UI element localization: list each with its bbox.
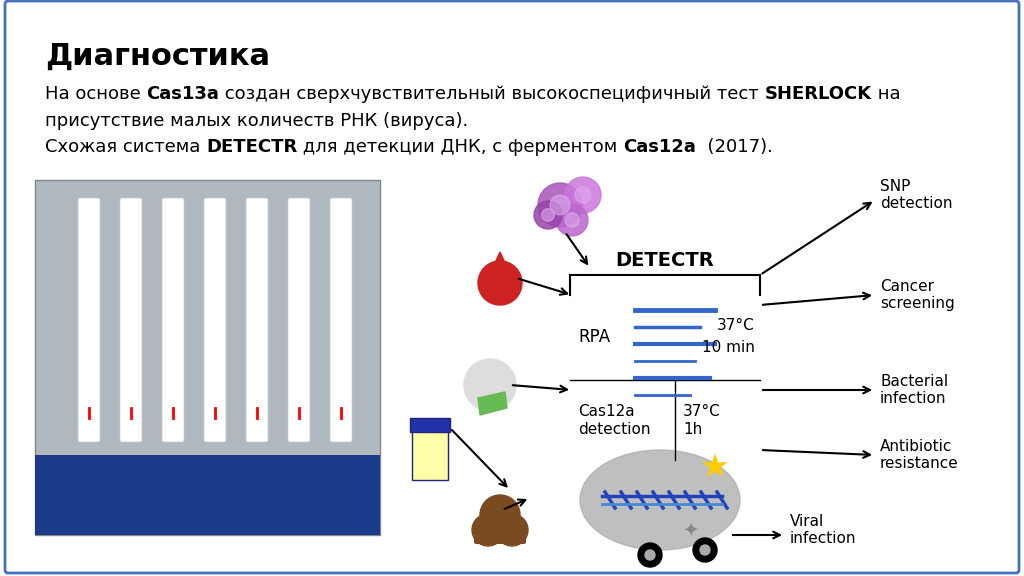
Text: создан сверхчувствительный высокоспецифичный тест: создан сверхчувствительный высокоспецифи… — [219, 85, 765, 103]
Circle shape — [464, 359, 516, 411]
Text: На основе: На основе — [45, 85, 146, 103]
Circle shape — [542, 209, 554, 221]
Circle shape — [550, 195, 570, 215]
Circle shape — [496, 514, 528, 546]
Text: Диагностика: Диагностика — [45, 42, 270, 71]
FancyBboxPatch shape — [35, 180, 380, 535]
Text: SNP
detection: SNP detection — [880, 179, 952, 211]
FancyBboxPatch shape — [246, 198, 268, 442]
FancyBboxPatch shape — [162, 198, 184, 442]
Text: SHERLOCK: SHERLOCK — [765, 85, 871, 103]
Text: Antibiotic
resistance: Antibiotic resistance — [880, 439, 958, 471]
Circle shape — [472, 514, 504, 546]
Text: ★: ★ — [700, 452, 730, 484]
Text: DETECTR: DETECTR — [206, 138, 297, 156]
FancyBboxPatch shape — [78, 198, 100, 442]
Text: (2017).: (2017). — [696, 138, 773, 156]
FancyBboxPatch shape — [204, 198, 226, 442]
FancyBboxPatch shape — [412, 430, 449, 480]
Circle shape — [693, 538, 717, 562]
FancyBboxPatch shape — [288, 198, 310, 442]
FancyBboxPatch shape — [330, 198, 352, 442]
Text: на: на — [871, 85, 900, 103]
FancyBboxPatch shape — [410, 418, 450, 432]
Text: для детекции ДНК, с ферментом: для детекции ДНК, с ферментом — [297, 138, 624, 156]
Circle shape — [565, 213, 580, 227]
Ellipse shape — [580, 450, 740, 550]
FancyBboxPatch shape — [35, 455, 380, 535]
Text: Viral
infection: Viral infection — [790, 514, 856, 546]
FancyBboxPatch shape — [5, 1, 1019, 573]
Text: Bacterial
infection: Bacterial infection — [880, 374, 948, 406]
Text: detection: detection — [578, 423, 650, 438]
Polygon shape — [488, 252, 512, 278]
Circle shape — [478, 261, 522, 305]
Text: 37°C: 37°C — [717, 317, 755, 332]
Text: RPA: RPA — [578, 328, 610, 347]
Circle shape — [645, 550, 655, 560]
Circle shape — [534, 201, 562, 229]
Text: Cancer
screening: Cancer screening — [880, 279, 954, 311]
Text: 1h: 1h — [683, 423, 702, 438]
Circle shape — [480, 495, 520, 535]
Circle shape — [638, 543, 662, 567]
Text: 10 min: 10 min — [702, 339, 755, 354]
Polygon shape — [478, 392, 507, 415]
FancyBboxPatch shape — [474, 526, 526, 544]
Circle shape — [700, 545, 710, 555]
Text: Cas13a: Cas13a — [146, 85, 219, 103]
Circle shape — [556, 204, 588, 236]
Text: ✦: ✦ — [682, 521, 698, 540]
Text: присутствие малых количеств РНК (вируса).: присутствие малых количеств РНК (вируса)… — [45, 112, 468, 130]
Text: DETECTR: DETECTR — [615, 251, 715, 270]
Text: Схожая система: Схожая система — [45, 138, 206, 156]
Circle shape — [574, 187, 591, 203]
Text: ✦: ✦ — [715, 467, 724, 477]
Circle shape — [538, 183, 582, 227]
Circle shape — [565, 177, 601, 213]
FancyBboxPatch shape — [120, 198, 142, 442]
Text: Cas12a: Cas12a — [624, 138, 696, 156]
Text: Cas12a: Cas12a — [578, 404, 635, 419]
Text: 37°C: 37°C — [683, 404, 721, 419]
